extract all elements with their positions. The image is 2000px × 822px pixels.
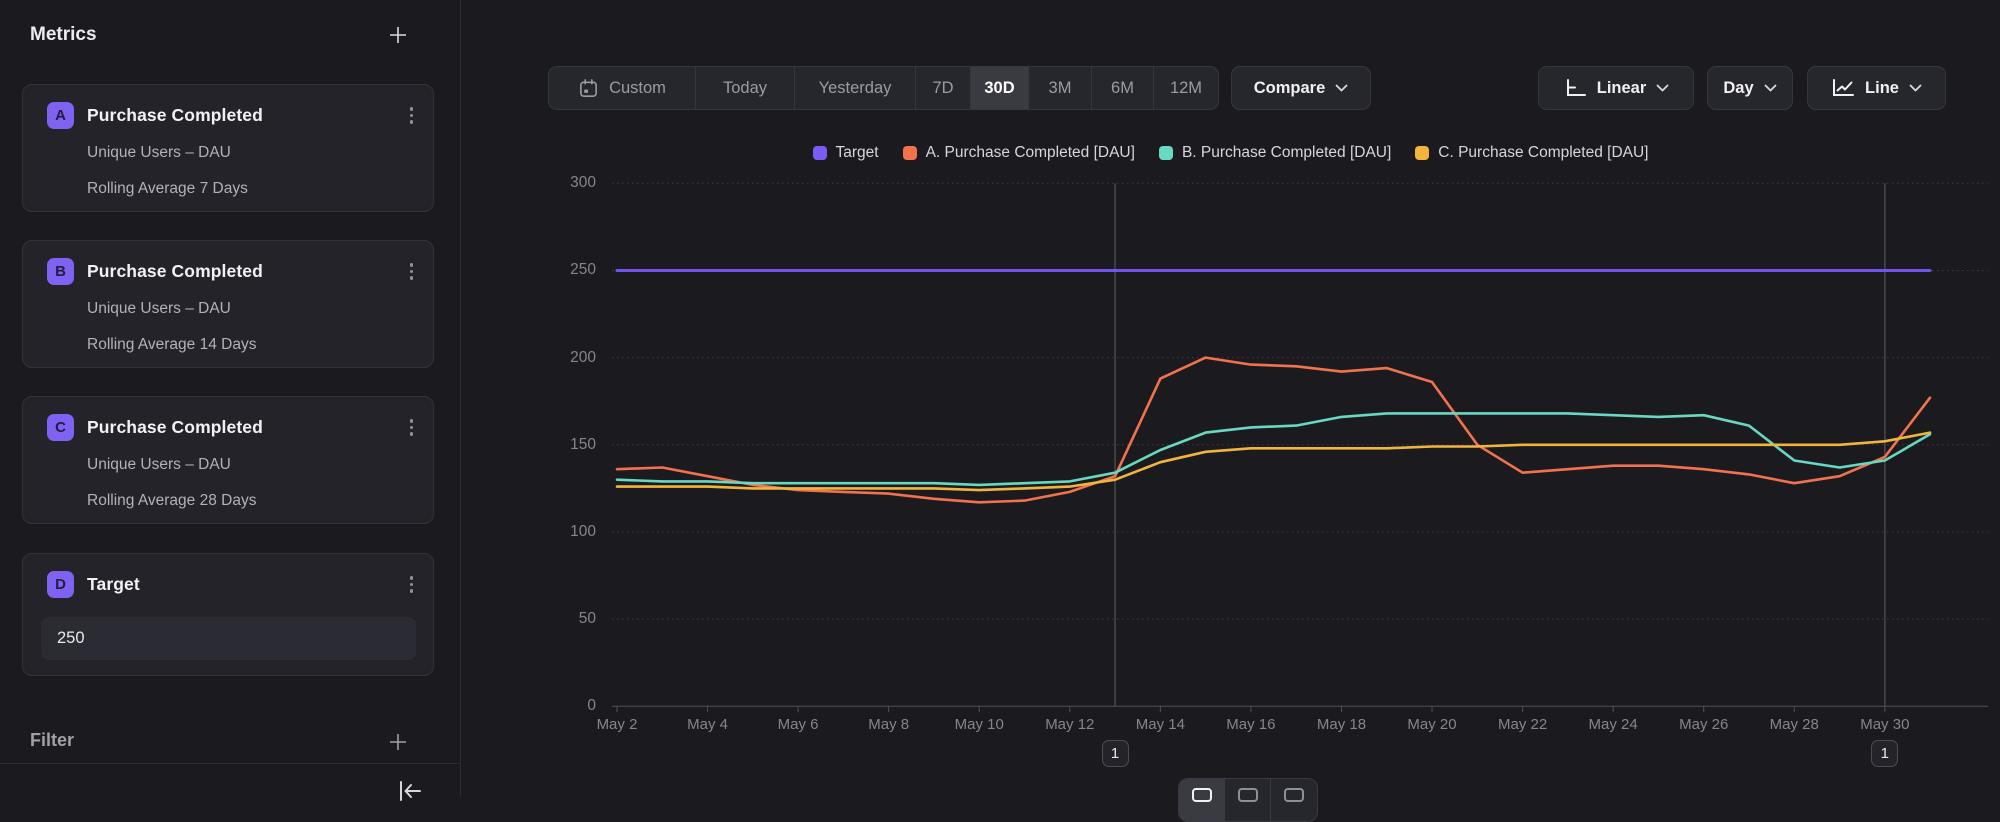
range-7d[interactable]: 7D [916,67,971,109]
metric-title: Purchase Completed [87,105,263,125]
line-chart-icon [1833,79,1855,96]
x-axis-label: May 10 [954,716,1004,733]
metric-measure: Unique Users – DAU [87,300,231,317]
x-axis-label: May 2 [596,716,638,733]
metrics-sidebar: Metrics A Purchase Completed Unique User… [0,0,461,801]
x-axis-label: May 14 [1135,716,1185,733]
metric-menu-button[interactable] [406,415,418,440]
metrics-line-chart[interactable] [0,0,2000,796]
range-yesterday[interactable]: Yesterday [795,67,916,109]
x-axis-label: May 22 [1497,716,1548,733]
legend-swatch [1415,146,1430,160]
range-6m[interactable]: 6M [1092,67,1154,109]
x-axis-label: May 8 [868,716,910,733]
range-12m[interactable]: 12M [1154,67,1218,109]
legend-item-target[interactable]: Target [812,144,879,162]
x-axis-label: May 30 [1860,716,1910,733]
full-view-icon [1191,788,1212,802]
metric-badge: C [47,414,74,441]
scale-selector-button[interactable]: Linear [1538,66,1694,110]
chevron-down-icon [1764,84,1777,91]
metric-transform: Rolling Average 14 Days [87,336,257,353]
sidebar-divider [0,763,461,764]
filter-section-title: Filter [30,730,75,750]
target-menu-button[interactable] [406,572,418,597]
target-title: Target [87,574,140,594]
y-axis-label: 300 [570,174,596,192]
add-filter-button[interactable] [387,731,409,753]
legend-swatch [812,146,827,160]
range-today[interactable]: Today [696,67,795,109]
view-grid-button[interactable] [1271,779,1317,821]
chevron-down-icon [1656,84,1669,91]
metric-measure: Unique Users – DAU [87,456,231,473]
annotation-badge[interactable]: 1 [1871,740,1899,767]
range-30d[interactable]: 30D [971,67,1029,109]
y-axis-label: 0 [587,697,596,715]
target-value-input[interactable] [41,617,416,660]
range-3m[interactable]: 3M [1029,67,1092,109]
legend-item-b[interactable]: B. Purchase Completed [DAU] [1158,144,1391,162]
y-axis-label: 250 [570,261,596,279]
legend-item-c[interactable]: C. Purchase Completed [DAU] [1415,144,1648,162]
series-line-a [615,356,1932,504]
metric-title: Purchase Completed [87,261,263,281]
metric-badge: A [47,102,74,129]
view-split-button[interactable] [1225,779,1271,821]
y-axis-label: 100 [570,522,596,540]
grid-view-icon [1284,788,1304,802]
y-axis-label: 50 [578,610,596,628]
x-axis-label: May 26 [1679,716,1729,733]
add-metric-button[interactable] [387,24,409,46]
granularity-selector-button[interactable]: Day [1707,66,1793,110]
metric-card-c[interactable]: C Purchase Completed Unique Users – DAU … [22,396,434,524]
view-full-button[interactable] [1179,779,1225,821]
target-card[interactable]: D Target [22,553,434,676]
metric-measure: Unique Users – DAU [87,144,231,161]
metric-card-b[interactable]: B Purchase Completed Unique Users – DAU … [22,240,434,368]
chevron-down-icon [1335,84,1348,91]
split-view-icon [1237,788,1258,802]
y-axis-label: 200 [570,348,596,366]
x-axis-label: May 24 [1588,716,1638,733]
metric-badge: B [47,258,74,285]
x-axis-label: May 20 [1407,716,1457,733]
legend-item-a[interactable]: A. Purchase Completed [DAU] [902,144,1135,162]
legend-swatch [902,146,917,160]
metric-transform: Rolling Average 28 Days [87,492,257,509]
compare-button[interactable]: Compare [1231,66,1371,110]
sidebar-title: Metrics [30,24,97,45]
plus-icon [390,27,406,43]
metric-menu-button[interactable] [406,259,418,284]
range-custom[interactable]: Custom [549,67,696,109]
x-axis-label: May 6 [777,716,819,733]
series-line-c [615,431,1932,492]
series-line-b [615,412,1932,487]
legend-swatch [1158,146,1173,160]
metric-title: Purchase Completed [87,417,263,437]
linear-scale-icon [1566,79,1586,96]
annotation-badge[interactable]: 1 [1101,740,1129,767]
calendar-icon [580,78,598,97]
x-axis-label: May 18 [1316,716,1367,733]
chart-legend: Target A. Purchase Completed [DAU] B. Pu… [461,144,2000,162]
plus-icon [390,734,406,750]
x-axis-label: May 4 [687,716,728,733]
x-axis-label: May 28 [1769,716,1819,733]
chevron-down-icon [1909,84,1922,91]
metric-transform: Rolling Average 7 Days [87,180,248,197]
metric-card-a[interactable]: A Purchase Completed Unique Users – DAU … [22,84,434,212]
metric-badge: D [47,571,74,598]
chart-type-selector-button[interactable]: Line [1807,66,1946,110]
metric-menu-button[interactable] [406,103,418,128]
x-axis-label: May 12 [1045,716,1095,733]
y-axis-label: 150 [570,435,596,453]
x-axis-label: May 16 [1226,716,1276,733]
chart-view-switcher [1178,778,1318,822]
date-range-picker: Custom Today Yesterday 7D 30D 3M 6M 12M [548,66,1219,110]
